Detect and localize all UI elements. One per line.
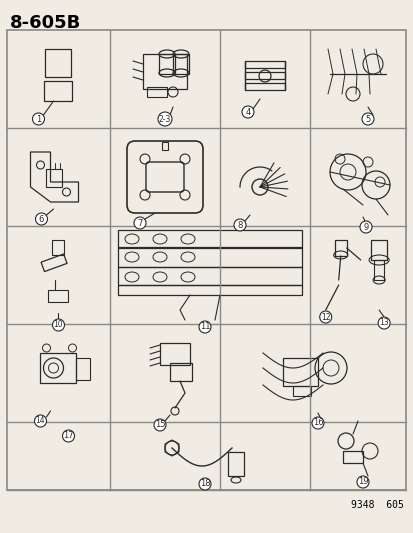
Circle shape — [233, 219, 245, 231]
Text: 8-605B: 8-605B — [10, 14, 81, 32]
Bar — [46, 169, 62, 187]
Bar — [342, 451, 362, 463]
Circle shape — [319, 311, 331, 323]
Text: 17: 17 — [63, 432, 74, 440]
Text: 5: 5 — [365, 115, 370, 124]
Bar — [76, 358, 90, 380]
Bar — [292, 386, 310, 396]
Circle shape — [199, 321, 211, 333]
Text: 12: 12 — [320, 312, 330, 321]
Circle shape — [52, 319, 64, 331]
Circle shape — [242, 106, 254, 118]
Text: 14: 14 — [36, 416, 45, 425]
Text: 16: 16 — [312, 418, 323, 427]
Bar — [244, 61, 284, 68]
Text: 13: 13 — [378, 319, 388, 327]
Text: 2-3: 2-3 — [159, 115, 171, 124]
Bar — [159, 54, 175, 74]
Bar — [118, 267, 301, 285]
Circle shape — [377, 317, 389, 329]
Circle shape — [158, 112, 171, 126]
Bar — [159, 343, 190, 365]
Bar — [147, 87, 166, 97]
Bar — [7, 30, 405, 490]
Circle shape — [62, 430, 74, 442]
Bar — [173, 54, 189, 74]
Bar — [170, 363, 192, 381]
Bar — [228, 452, 243, 476]
Circle shape — [36, 213, 47, 225]
Bar — [48, 290, 68, 302]
Bar — [373, 260, 383, 280]
Text: 9348  605: 9348 605 — [350, 500, 403, 510]
Text: 11: 11 — [199, 322, 210, 332]
Text: 9: 9 — [363, 222, 368, 231]
Bar — [282, 358, 317, 386]
Circle shape — [361, 113, 373, 125]
Circle shape — [252, 179, 267, 195]
Bar — [44, 81, 72, 101]
Bar — [118, 247, 301, 267]
Text: 7: 7 — [137, 219, 142, 228]
Bar — [161, 142, 168, 150]
Circle shape — [34, 415, 46, 427]
Text: 15: 15 — [154, 421, 165, 430]
Circle shape — [154, 419, 166, 431]
Text: 19: 19 — [357, 478, 367, 487]
Circle shape — [311, 417, 323, 429]
Circle shape — [134, 217, 146, 229]
Bar — [45, 49, 71, 77]
Circle shape — [33, 113, 44, 125]
Text: 18: 18 — [199, 480, 210, 489]
Text: 1: 1 — [36, 115, 41, 124]
Bar — [244, 72, 284, 79]
Bar — [142, 54, 187, 89]
Circle shape — [356, 476, 368, 488]
Text: 4: 4 — [245, 108, 250, 117]
Bar — [118, 230, 301, 248]
Circle shape — [199, 478, 211, 490]
Text: 8: 8 — [237, 221, 242, 230]
Bar — [244, 83, 284, 90]
Bar — [370, 240, 386, 260]
Bar — [40, 353, 76, 383]
Bar — [118, 285, 301, 295]
Bar — [334, 240, 346, 256]
Text: 6: 6 — [39, 214, 44, 223]
Text: 10: 10 — [54, 320, 63, 329]
Circle shape — [359, 221, 371, 233]
Bar — [52, 240, 64, 255]
